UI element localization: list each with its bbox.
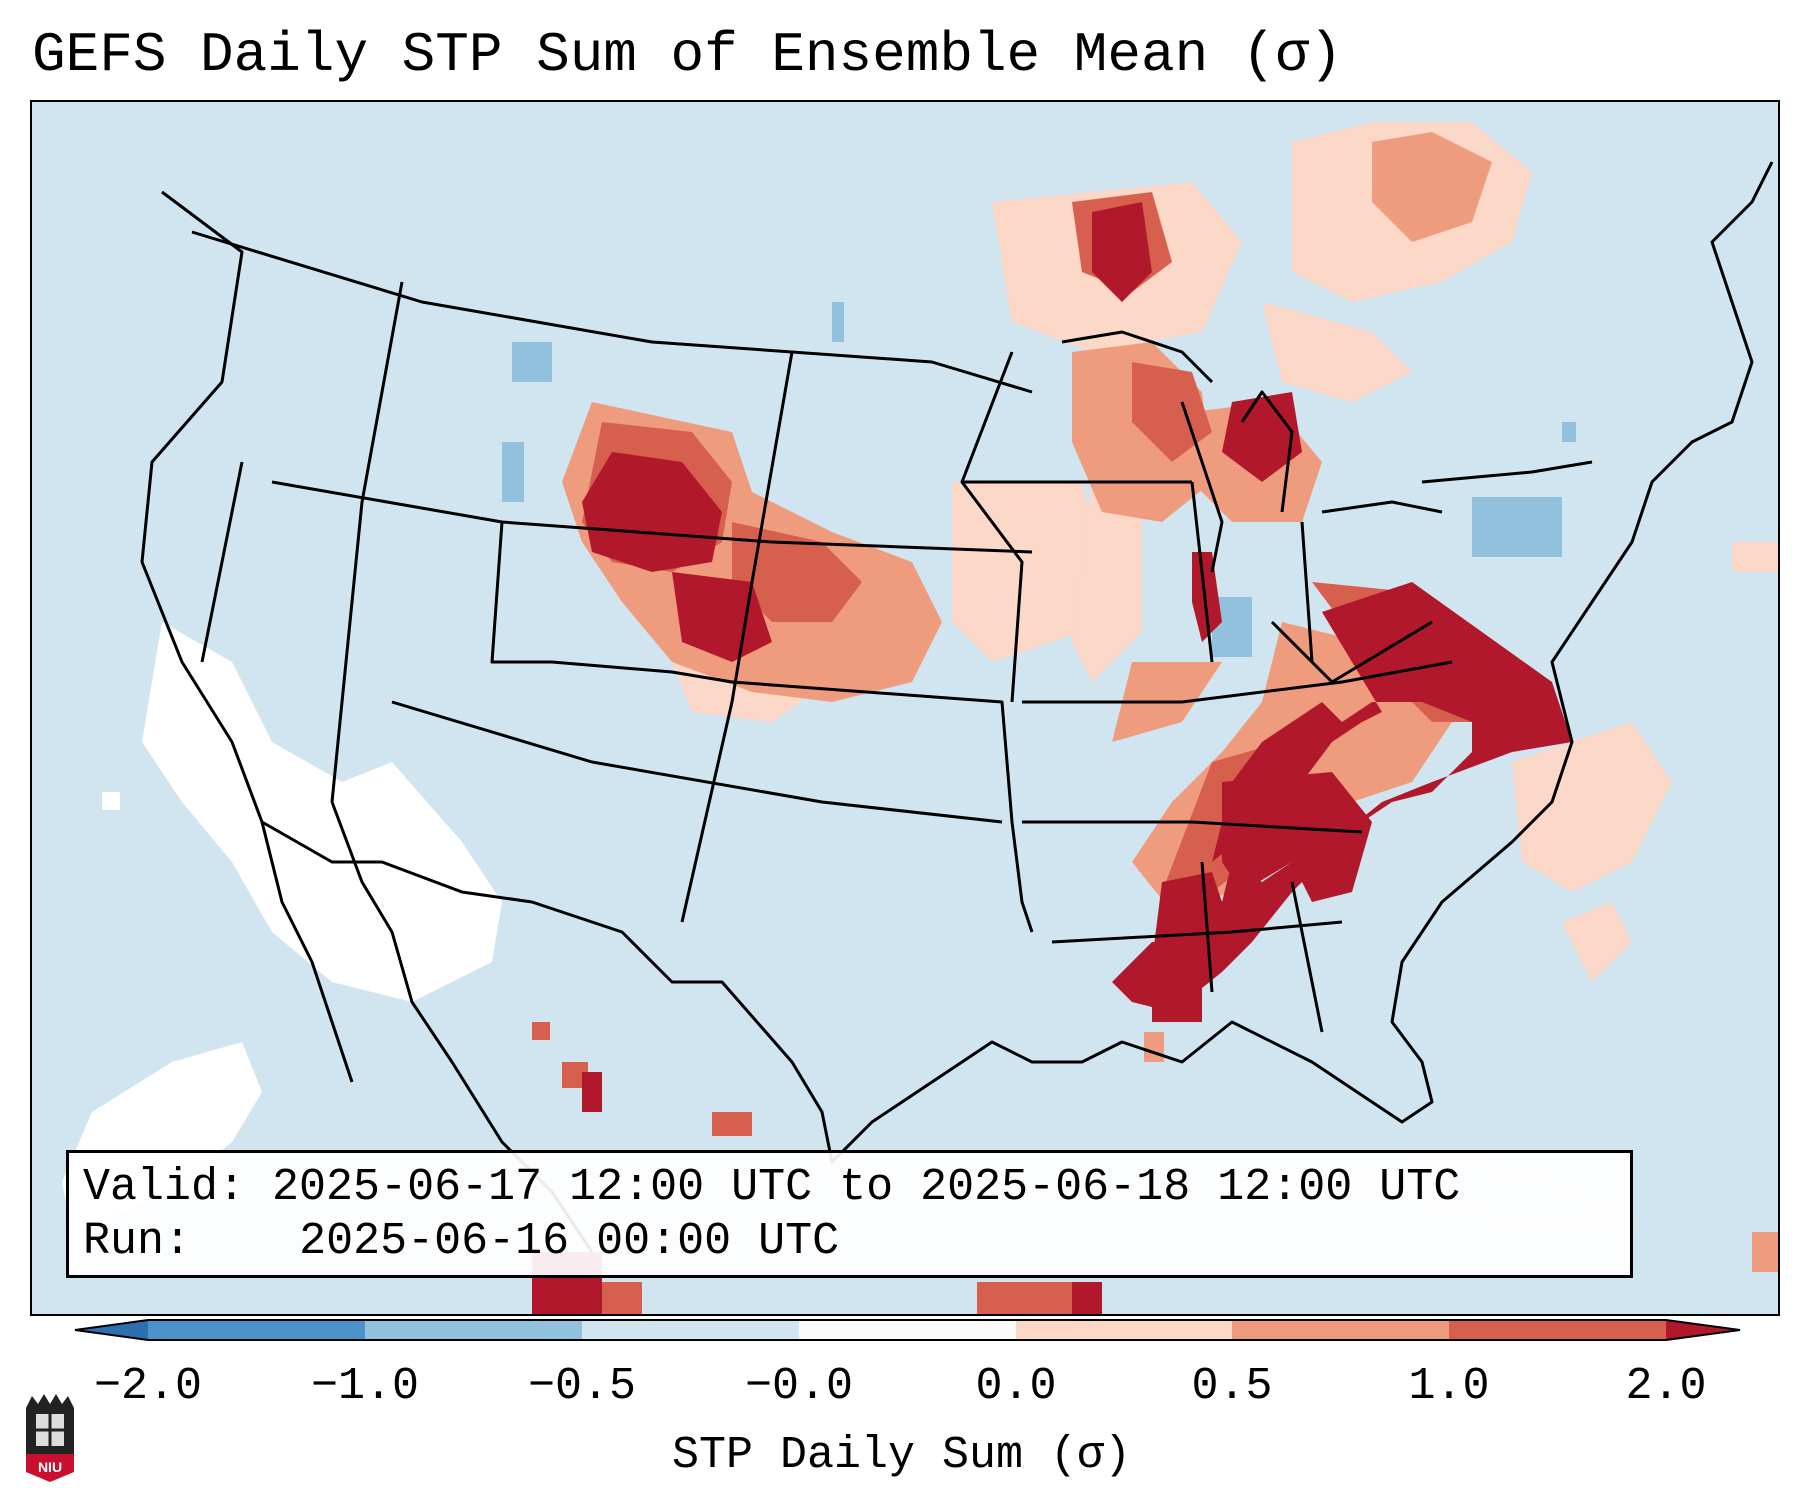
map-panel[interactable] bbox=[30, 100, 1780, 1316]
colorbar-tick: 1.0 bbox=[1408, 1361, 1490, 1412]
map-title: GEFS Daily STP Sum of Ensemble Mean (σ) bbox=[32, 23, 1343, 87]
logo-text: NIU bbox=[38, 1459, 62, 1475]
colorbar-segment-4 bbox=[799, 1320, 1016, 1340]
run-label: Run: bbox=[83, 1216, 192, 1267]
colorbar-segment-6 bbox=[1232, 1320, 1449, 1340]
valid-label: Valid: bbox=[83, 1162, 246, 1213]
colorbar-tick: 0.0 bbox=[975, 1361, 1057, 1412]
weak-positive-field bbox=[672, 122, 1778, 982]
colorbar-tick: −1.0 bbox=[310, 1361, 420, 1412]
validity-info-box: Valid: 2025-06-17 12:00 UTC to 2025-06-1… bbox=[66, 1150, 1633, 1278]
colorbar-tick: −2.0 bbox=[93, 1361, 203, 1412]
colorbar-segment-7 bbox=[1449, 1320, 1666, 1340]
colorbar-extend-high bbox=[1666, 1320, 1740, 1340]
colorbar-tick: −0.0 bbox=[744, 1361, 854, 1412]
colorbar-tick: −0.5 bbox=[527, 1361, 637, 1412]
extreme-positive-field bbox=[532, 202, 1572, 1314]
colorbar-tick: 2.0 bbox=[1625, 1361, 1707, 1412]
colorbar bbox=[74, 1319, 1741, 1341]
colorbar-outline bbox=[74, 1319, 1741, 1341]
colorbar-segment-3 bbox=[582, 1320, 799, 1340]
valid-value: 2025-06-17 12:00 UTC to 2025-06-18 12:00… bbox=[272, 1162, 1461, 1213]
political-boundaries bbox=[140, 161, 1774, 1253]
run-value: 2025-06-16 00:00 UTC bbox=[299, 1216, 840, 1267]
colorbar-tick: 0.5 bbox=[1191, 1361, 1273, 1412]
colorbar-extend-low bbox=[75, 1320, 148, 1340]
colorbar-segment-1 bbox=[148, 1320, 365, 1340]
niu-logo-icon: NIU bbox=[26, 1394, 74, 1482]
colorbar-label: STP Daily Sum (σ) bbox=[671, 1430, 1132, 1481]
colorbar-segment-5 bbox=[1016, 1320, 1232, 1340]
colorbar-segment-2 bbox=[365, 1320, 582, 1340]
